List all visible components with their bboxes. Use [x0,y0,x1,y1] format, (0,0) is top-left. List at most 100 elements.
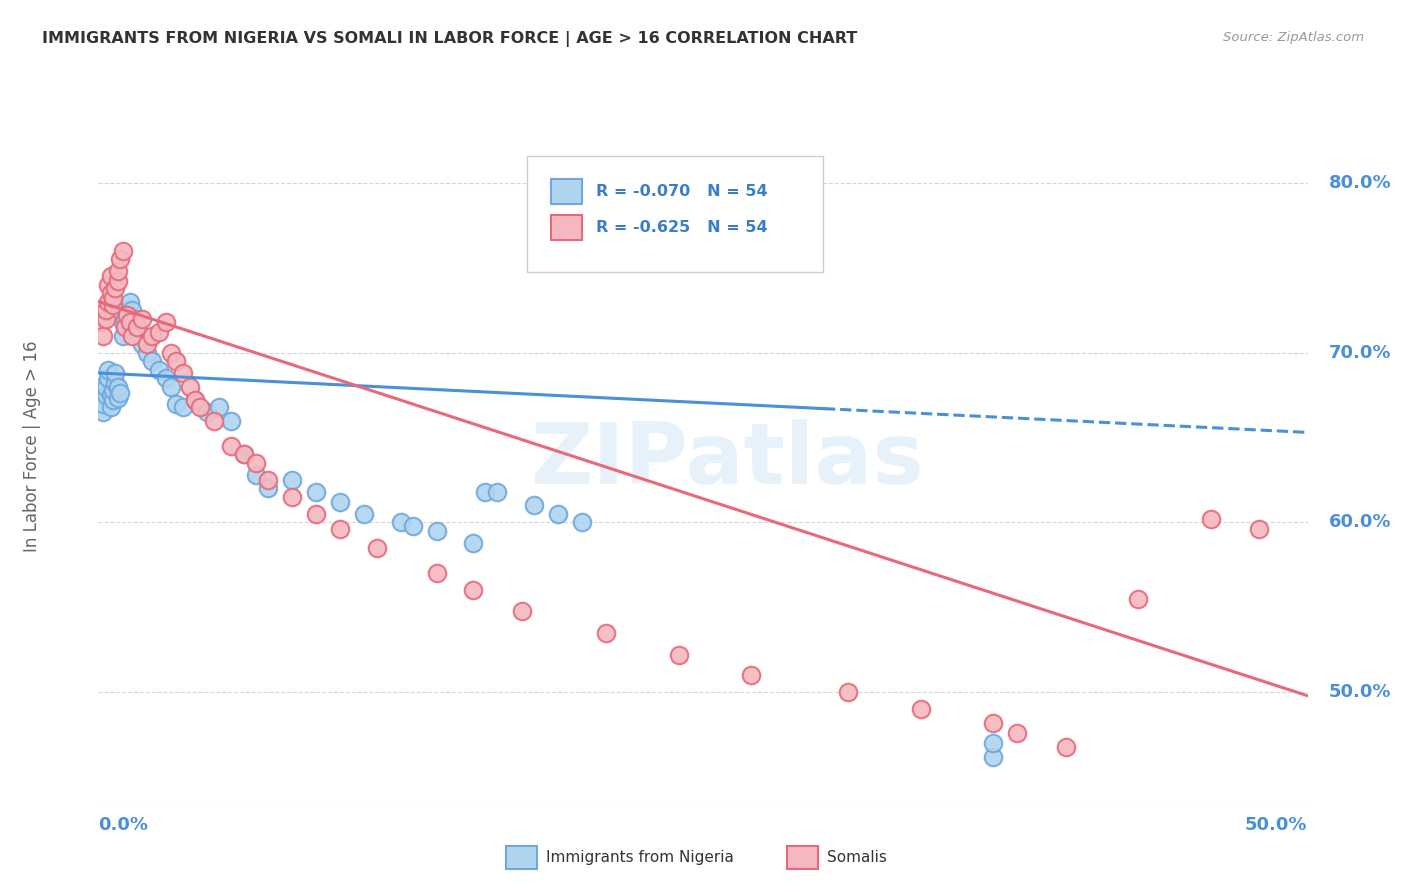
Point [402,519,425,533]
Point [366,541,388,555]
Point [94,388,117,402]
Point [245,467,267,482]
Text: ZIPatlas: ZIPatlas [530,418,924,502]
Point [184,393,207,408]
Point [108,386,131,401]
Point [100,286,122,301]
Point [305,507,328,521]
Point [389,516,412,530]
Point [155,371,177,385]
Point [426,524,449,538]
Point [90,315,112,329]
Point [141,328,163,343]
Point [135,345,157,359]
Point [100,400,122,414]
Point [131,311,153,326]
Point [232,448,254,462]
Point [910,702,932,716]
Point [474,484,496,499]
Point [127,320,149,334]
Point [281,490,304,504]
Point [104,281,127,295]
Point [101,291,124,305]
Point [981,750,1004,764]
Point [1054,739,1077,754]
Point [281,473,304,487]
Point [97,371,120,385]
Point [118,315,141,329]
Point [160,379,183,393]
Point [107,379,129,393]
Point [221,439,243,453]
Point [740,668,762,682]
Text: R = -0.625   N = 54: R = -0.625 N = 54 [596,220,768,235]
Point [148,325,170,339]
Point [100,388,122,402]
Point [97,294,120,309]
Point [195,405,218,419]
Point [141,354,163,368]
Text: 60.0%: 60.0% [1329,514,1391,532]
Text: 50.0%: 50.0% [1246,816,1308,834]
Point [256,482,278,496]
Point [305,484,328,499]
Point [90,379,112,393]
Point [353,507,375,521]
Point [463,583,485,598]
Text: 70.0%: 70.0% [1329,343,1391,361]
Point [981,736,1004,750]
Point [256,473,278,487]
Point [114,311,136,326]
Point [160,345,183,359]
Point [221,413,243,427]
Text: Immigrants from Nigeria: Immigrants from Nigeria [546,850,734,864]
Point [486,484,509,499]
Point [329,522,352,536]
Point [135,337,157,351]
Point [232,448,254,462]
Point [1128,591,1150,606]
Point [91,396,114,410]
Point [127,320,149,334]
Point [94,311,117,326]
Point [107,264,129,278]
Point [108,252,131,266]
Point [148,362,170,376]
Point [101,393,124,408]
Point [179,379,201,393]
Point [1249,522,1271,536]
Point [463,536,485,550]
Point [114,320,136,334]
Point [117,308,139,322]
Point [104,376,127,391]
Text: 80.0%: 80.0% [1329,174,1392,192]
Point [121,303,143,318]
Point [100,269,122,284]
Point [245,456,267,470]
Point [155,315,177,329]
Point [121,328,143,343]
Point [172,400,194,414]
Point [172,366,194,380]
Point [571,516,593,530]
Point [94,303,117,318]
Point [981,715,1004,730]
Point [510,604,533,618]
Point [117,303,139,318]
Point [165,396,187,410]
Point [97,362,120,376]
Point [111,328,134,343]
Point [94,379,117,393]
Point [97,277,120,292]
Point [595,626,617,640]
Text: R = -0.070   N = 54: R = -0.070 N = 54 [596,185,768,199]
Point [165,354,187,368]
Text: In Labor Force | Age > 16: In Labor Force | Age > 16 [22,340,41,552]
Point [104,366,127,380]
Text: 50.0%: 50.0% [1329,683,1391,701]
Point [188,400,211,414]
Point [523,499,546,513]
Point [1199,512,1222,526]
Point [111,315,134,329]
Text: Source: ZipAtlas.com: Source: ZipAtlas.com [1223,31,1364,45]
